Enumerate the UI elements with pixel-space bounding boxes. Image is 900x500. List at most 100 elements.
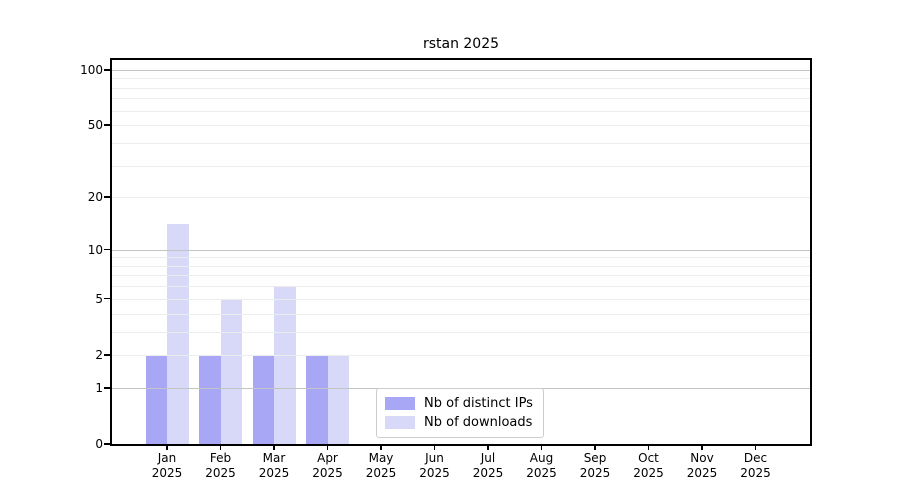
gridline-minor-4: [112, 313, 810, 315]
x-tick-label-sep: Sep 2025: [563, 451, 627, 481]
year-label: 2025: [472, 466, 504, 480]
bar-downloads-mar: [274, 286, 296, 444]
x-tick-label-jan: Jan 2025: [135, 451, 199, 481]
x-tick-mark-may: [380, 444, 382, 450]
bar-distinct-ips-jan: [145, 354, 167, 444]
gridline-minor-40: [112, 142, 810, 144]
gridline-minor-80: [112, 87, 810, 89]
year-label: 2025: [258, 466, 290, 480]
gridline-minor-70: [112, 98, 810, 100]
year-label: 2025: [686, 466, 718, 480]
gridline-minor-7: [112, 275, 810, 277]
x-tick-label-dec: Dec 2025: [724, 451, 788, 481]
y-tick-mark-10: [104, 248, 110, 251]
y-tick-label-50: 50: [87, 118, 103, 133]
x-tick-label-apr: Apr 2025: [296, 451, 360, 481]
x-tick-mark-aug: [540, 444, 543, 450]
y-tick-mark-50: [104, 124, 110, 126]
x-tick-mark-apr: [326, 444, 329, 450]
year-label: 2025: [633, 466, 664, 480]
month-label: Nov: [690, 451, 714, 465]
gridline-major-100: [112, 69, 810, 71]
legend-entry-distinct-ips: Nb of distinct IPs: [385, 396, 533, 411]
y-tick-label-20: 20: [87, 190, 103, 205]
y-tick-mark-100: [104, 69, 110, 71]
gridline-minor-20: [112, 197, 810, 199]
gridline-minor-5: [112, 298, 810, 300]
y-tick-label-2: 2: [95, 347, 103, 362]
gridline-minor-3: [112, 331, 810, 333]
bar-downloads-feb: [220, 298, 242, 444]
legend-label-downloads: Nb of downloads: [424, 415, 533, 430]
x-tick-label-mar: Mar 2025: [242, 451, 306, 481]
x-tick-label-oct: Oct 2025: [617, 451, 681, 481]
bar-downloads-apr: [327, 354, 349, 444]
x-tick-mark-jul: [487, 444, 489, 450]
month-label: Dec: [743, 451, 768, 465]
month-label: Sep: [583, 451, 607, 465]
bar-downloads-jan: [167, 224, 189, 444]
gridline-minor-2: [112, 354, 810, 356]
x-tick-mark-mar: [273, 444, 275, 450]
x-tick-label-nov: Nov 2025: [670, 451, 734, 481]
y-tick-mark-2: [104, 354, 110, 356]
gridline-minor-60: [112, 110, 810, 112]
legend: Nb of distinct IPs Nb of downloads: [376, 388, 544, 438]
legend-entry-downloads: Nb of downloads: [385, 415, 533, 430]
x-tick-label-feb: Feb 2025: [189, 451, 253, 481]
month-label: Jul: [480, 451, 496, 465]
month-label: Oct: [638, 451, 659, 465]
month-label: Jun: [425, 451, 444, 465]
plot-area: [110, 58, 812, 446]
month-label: Apr: [317, 451, 338, 465]
x-tick-mark-oct: [647, 444, 650, 450]
gridline-minor-8: [112, 265, 810, 267]
y-tick-mark-20: [104, 196, 110, 198]
year-label: 2025: [151, 466, 183, 480]
year-label: 2025: [419, 466, 450, 480]
x-tick-mark-jun: [433, 444, 436, 450]
gridline-major-10: [112, 249, 810, 251]
x-tick-mark-sep: [594, 444, 596, 450]
year-label: 2025: [312, 466, 343, 480]
y-tick-label-100: 100: [80, 62, 103, 77]
x-tick-mark-feb: [219, 444, 222, 450]
chart-title: rstan 2025: [422, 36, 500, 52]
legend-label-distinct-ips: Nb of distinct IPs: [424, 396, 533, 411]
legend-swatch-downloads: [385, 416, 415, 429]
month-label: Aug: [529, 451, 554, 465]
y-tick-mark-0: [104, 443, 110, 445]
year-label: 2025: [740, 466, 771, 480]
gridline-minor-30: [112, 165, 810, 167]
y-tick-label-5: 5: [95, 291, 103, 306]
x-tick-mark-jan: [166, 444, 168, 450]
bar-distinct-ips-apr: [306, 354, 328, 444]
x-tick-label-aug: Aug 2025: [510, 451, 574, 481]
x-tick-mark-nov: [701, 444, 703, 450]
y-tick-label-1: 1: [95, 380, 103, 395]
gridline-minor-90: [112, 78, 810, 80]
y-tick-label-0: 0: [95, 437, 103, 451]
legend-swatch-distinct-ips: [385, 397, 415, 410]
gridline-minor-50: [112, 125, 810, 127]
gridline-minor-6: [112, 286, 810, 288]
y-tick-mark-1: [104, 387, 110, 389]
year-label: 2025: [365, 466, 397, 480]
bar-distinct-ips-feb: [199, 354, 221, 444]
year-label: 2025: [579, 466, 611, 480]
gridline-minor-9: [112, 257, 810, 259]
y-tick-mark-5: [104, 297, 110, 300]
y-tick-label-10: 10: [87, 242, 103, 257]
x-tick-label-jul: Jul 2025: [456, 451, 520, 481]
x-tick-label-jun: Jun 2025: [403, 451, 467, 481]
month-label: Feb: [209, 451, 232, 465]
bar-distinct-ips-mar: [252, 354, 274, 444]
year-label: 2025: [526, 466, 557, 480]
year-label: 2025: [205, 466, 236, 480]
x-tick-mark-dec: [754, 444, 757, 450]
month-label: Jan: [157, 451, 177, 465]
x-tick-label-may: May 2025: [349, 451, 413, 481]
month-label: May: [368, 451, 394, 465]
month-label: Mar: [262, 451, 286, 465]
